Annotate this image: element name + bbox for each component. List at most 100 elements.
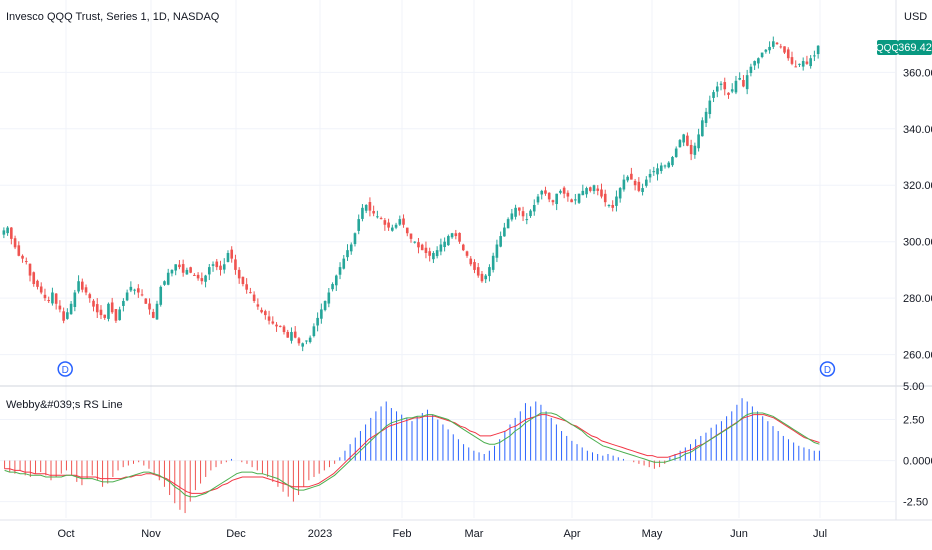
candle-body (334, 275, 338, 286)
candle-body (170, 269, 174, 274)
time-tick-label: Dec (226, 528, 246, 540)
candle-body (10, 227, 13, 239)
candle-body (510, 213, 514, 220)
candle-body (252, 294, 256, 301)
candle-body (491, 255, 495, 270)
candle-body (454, 233, 458, 237)
rs-histogram (4, 398, 820, 514)
candle-body (630, 173, 633, 180)
candle-body (622, 179, 626, 190)
candle-body (488, 267, 491, 277)
candle-body (562, 187, 566, 194)
candle-body (21, 255, 24, 259)
candle-body (47, 300, 50, 302)
candle-body (80, 281, 84, 290)
last-price-badge[interactable] (898, 40, 932, 55)
candle-body (234, 259, 237, 270)
candle-body (656, 168, 659, 175)
candle-body (301, 343, 304, 347)
candle-body (461, 244, 465, 251)
indicator-axis[interactable]: 5.00 2.50 0.0000 -2.50 (903, 381, 932, 509)
candle-body (88, 294, 92, 299)
candle-body (768, 46, 771, 51)
candle-body (532, 205, 536, 212)
candle-body (476, 267, 480, 276)
rs-lines (4, 412, 820, 498)
candle-body (107, 303, 110, 319)
candle-body (473, 262, 476, 270)
candle-body (790, 57, 794, 64)
candle-body (439, 244, 443, 252)
candle-body (536, 196, 540, 203)
candle-body (181, 264, 185, 273)
candle-body (342, 258, 346, 269)
currency-label[interactable]: USD (904, 11, 927, 23)
candle-body (689, 144, 693, 155)
candle-body (308, 337, 312, 343)
candle-body (772, 41, 775, 47)
candle-body (413, 241, 417, 243)
ticker-badge-label: QQQ (876, 43, 900, 54)
candle-body (798, 63, 801, 65)
candle-body (626, 176, 629, 181)
time-axis[interactable]: Oct Nov Dec 2023 Feb Mar Apr May Jun Jul (57, 528, 827, 540)
candle-body (286, 331, 290, 338)
candle-body (353, 233, 357, 245)
candle-body (219, 265, 222, 270)
candle-body (245, 284, 248, 290)
candle-body (686, 135, 689, 146)
candle-body (816, 45, 820, 55)
candle-body (122, 300, 125, 306)
candle-body (237, 269, 241, 279)
price-tick-label: 260.00 (903, 350, 932, 362)
candle-body (361, 207, 364, 219)
candle-body (760, 52, 764, 58)
candle-body (469, 258, 473, 265)
candle-body (786, 49, 790, 59)
candle-body (320, 309, 323, 319)
candle-body (290, 332, 293, 341)
candle-body (92, 300, 95, 307)
candle-body (51, 292, 54, 304)
candle-body (133, 289, 136, 291)
candle-body (166, 272, 170, 285)
candle-body (178, 264, 181, 268)
candle-body (391, 227, 394, 231)
candle-body (84, 287, 88, 293)
candle-body (394, 224, 398, 228)
candle-body (297, 338, 301, 344)
ticker-badge[interactable] (877, 40, 898, 55)
time-tick-label: Mar (465, 528, 484, 540)
candle-body (6, 227, 9, 234)
main-chart-title: Invesco QQQ Trust, Series 1, 1D, NASDAQ (6, 11, 220, 23)
candle-body (734, 80, 738, 93)
time-tick-label: Feb (393, 528, 412, 540)
candle-body (346, 250, 349, 258)
candle-body (271, 321, 275, 324)
candle-body (603, 193, 607, 203)
candle-body (376, 216, 379, 218)
candle-body (633, 180, 637, 186)
dividend-marker (57, 361, 73, 377)
candle-body (110, 302, 114, 313)
candle-body (674, 148, 678, 158)
candle-body (364, 205, 368, 211)
candle-body (424, 247, 428, 253)
candle-body (331, 284, 334, 290)
candle-body (730, 89, 734, 92)
candle-body (323, 300, 327, 311)
candle-body (282, 326, 286, 333)
candle-body (801, 61, 805, 67)
candle-body (551, 200, 555, 203)
price-tick-label: 360.00 (903, 67, 932, 79)
candle-body (103, 314, 107, 318)
candle-body (704, 111, 708, 123)
candle-body (316, 317, 319, 326)
price-axis[interactable]: 260.00 280.00 300.00 320.00 340.00 360.00 (903, 67, 932, 361)
candle-body (372, 210, 375, 214)
candle-body (641, 188, 644, 192)
candle-body (312, 326, 316, 337)
price-tick-label: 300.00 (903, 237, 932, 249)
candle-body (544, 190, 547, 194)
